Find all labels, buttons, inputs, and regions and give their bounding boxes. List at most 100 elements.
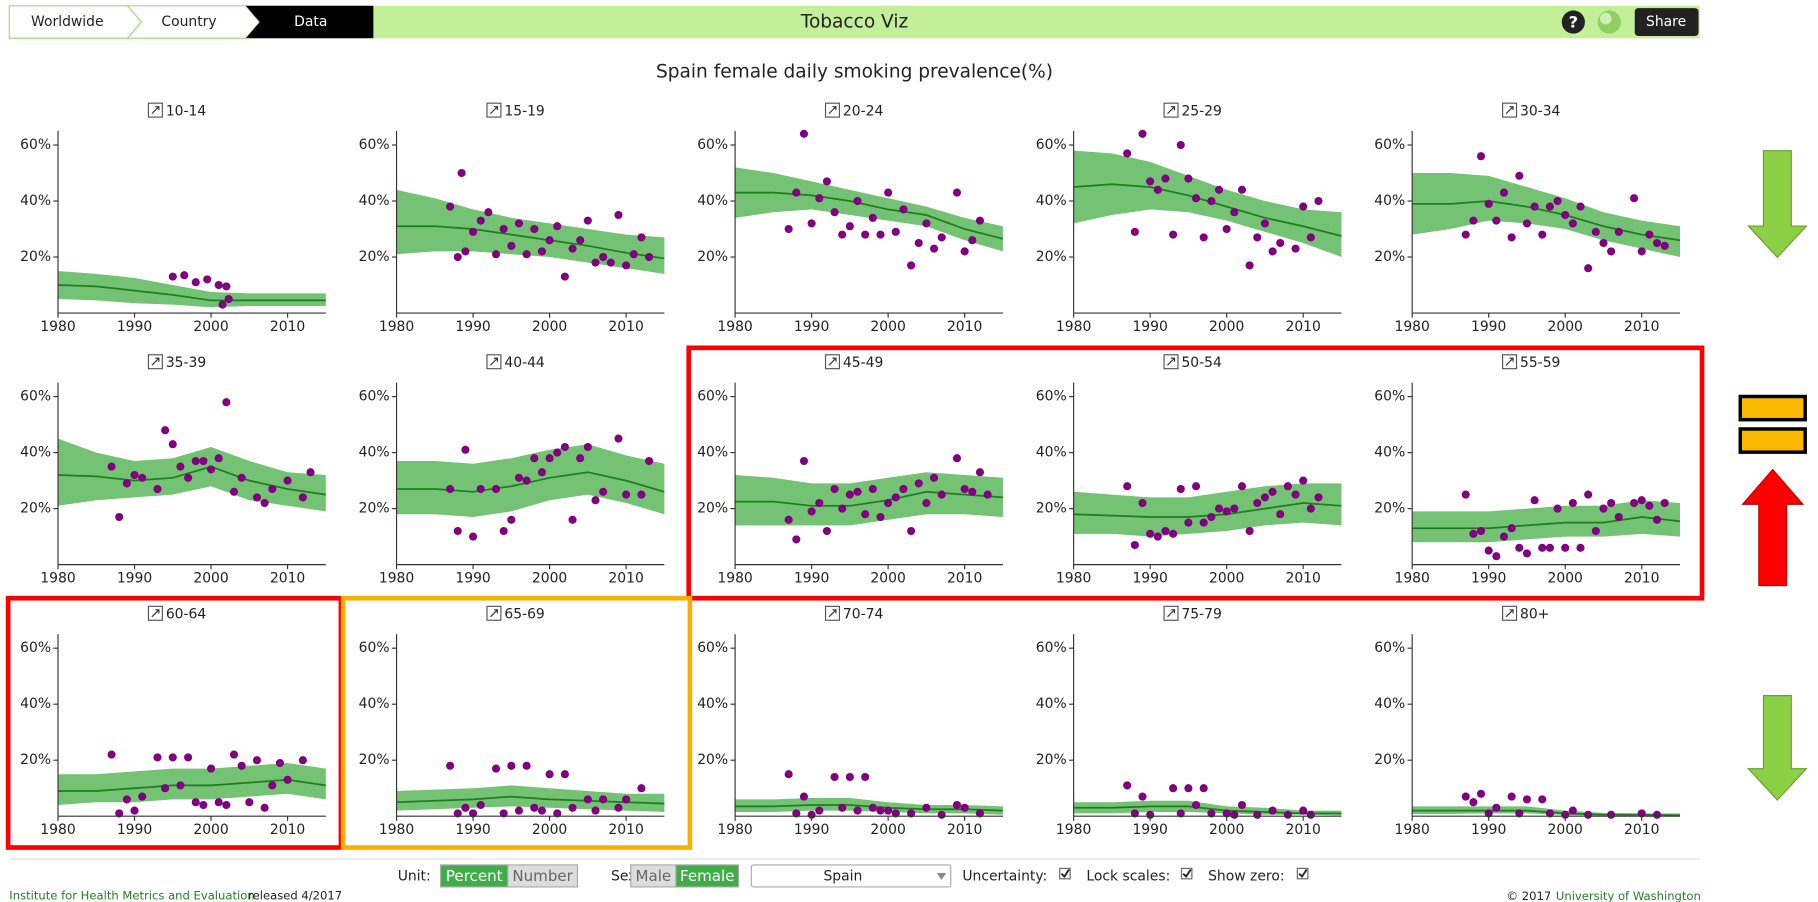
data-point [784, 515, 793, 524]
data-point [560, 442, 569, 452]
toggle-label[interactable]: Number [512, 867, 573, 885]
data-point [1276, 238, 1285, 248]
data-point [1538, 230, 1547, 239]
data-point [1614, 227, 1623, 236]
data-point [461, 247, 470, 256]
x-tick-label: 2000 [532, 571, 567, 587]
toggle-label[interactable]: Percent [446, 867, 503, 885]
data-point [937, 233, 946, 242]
data-point [491, 484, 501, 494]
x-tick-label: 2000 [193, 822, 228, 838]
data-point [476, 216, 485, 225]
tab-label[interactable]: Data [294, 14, 327, 30]
data-point [1291, 244, 1300, 253]
data-point [1499, 188, 1509, 197]
estimate-line [1073, 805, 1342, 815]
share-button[interactable] [1634, 8, 1699, 36]
x-tick-label: 2010 [1285, 571, 1320, 587]
tab-label[interactable]: Country [161, 14, 216, 30]
data-point [530, 454, 539, 463]
data-point [229, 487, 239, 496]
data-point [975, 468, 985, 477]
x-tick-label: 2010 [1285, 319, 1320, 335]
checkbox[interactable] [1059, 867, 1071, 880]
data-point [499, 526, 508, 536]
data-point [891, 809, 900, 818]
data-point [191, 798, 200, 807]
country-value[interactable]: Spain [823, 868, 862, 884]
tab-data[interactable] [245, 5, 374, 39]
x-tick-label: 1980 [40, 571, 75, 587]
data-point [1276, 510, 1285, 519]
data-point [199, 800, 208, 810]
data-point [222, 800, 231, 810]
data-point [122, 795, 131, 804]
data-point [1260, 219, 1269, 228]
panel-title: 50-54 [1181, 355, 1222, 371]
checkbox[interactable] [1180, 867, 1193, 880]
y-tick-label: 60% [1036, 137, 1067, 153]
estimate-line [57, 465, 326, 496]
data-point [268, 484, 277, 494]
country-select[interactable] [750, 864, 952, 888]
data-point [937, 810, 946, 819]
panel: 70-74 20% 40% 60% 1980 1990 2000 2010 [697, 605, 1003, 838]
data-point [1553, 196, 1562, 206]
share-label[interactable]: Share [1646, 14, 1686, 30]
data-point [446, 761, 455, 770]
y-tick-label: 60% [1036, 640, 1067, 656]
panel-title: 60-64 [166, 606, 207, 622]
data-point [868, 484, 877, 494]
data-point [1306, 233, 1315, 242]
x-tick-label: 1980 [1056, 319, 1091, 335]
data-point [1245, 261, 1254, 270]
panel: 65-69 20% 40% 60% 1980 1990 2000 2010 [359, 605, 665, 838]
x-tick-label: 1980 [1056, 571, 1091, 587]
data-point [484, 208, 493, 217]
toggle-label[interactable]: Female [680, 867, 734, 885]
data-point [629, 250, 638, 259]
x-tick-label: 1990 [794, 319, 829, 335]
data-point [1260, 493, 1269, 502]
help-button[interactable] [1561, 10, 1585, 34]
help-icon[interactable]: ? [1569, 13, 1578, 32]
y-tick-label: 40% [359, 445, 390, 461]
x-tick-label: 2010 [947, 319, 982, 335]
data-point [830, 772, 839, 782]
expand-arrow [151, 357, 160, 366]
data-point [545, 454, 554, 463]
panel-title: 45-49 [843, 355, 883, 371]
tab-label[interactable]: Worldwide [31, 14, 103, 30]
data-point [1237, 482, 1247, 491]
estimate-line [396, 471, 665, 493]
toggle-button[interactable] [507, 864, 578, 888]
data-point [884, 498, 893, 508]
data-point [1630, 194, 1639, 203]
checkbox[interactable] [1296, 867, 1309, 880]
data-point [1314, 196, 1323, 206]
data-point [1230, 504, 1239, 513]
data-point [168, 272, 177, 281]
panel: 55-59 20% 40% 60% 1980 1990 2000 2010 [1374, 354, 1681, 587]
data-point [203, 275, 212, 284]
checkmark [1298, 869, 1308, 878]
estimate-line [735, 804, 1003, 812]
expand-arrow [828, 106, 837, 115]
data-point [1199, 518, 1208, 527]
y-tick-label: 60% [697, 640, 728, 656]
data-point [922, 803, 931, 812]
data-point [1507, 792, 1516, 801]
y-tick-label: 20% [1374, 501, 1405, 517]
x-tick-label: 1980 [379, 822, 414, 838]
x-tick-label: 1990 [455, 319, 490, 335]
data-point [830, 208, 839, 217]
data-point [861, 230, 870, 239]
data-point [576, 454, 585, 463]
data-point [122, 479, 131, 488]
toggle-label[interactable]: Male [636, 867, 672, 885]
footer-org[interactable]: Institute for Health Metrics and Evaluat… [9, 889, 254, 902]
university-link[interactable]: University of Washington [1556, 889, 1701, 902]
y-tick-label: 40% [1374, 193, 1405, 209]
toggle-button[interactable] [675, 864, 740, 888]
data-point [507, 241, 516, 250]
